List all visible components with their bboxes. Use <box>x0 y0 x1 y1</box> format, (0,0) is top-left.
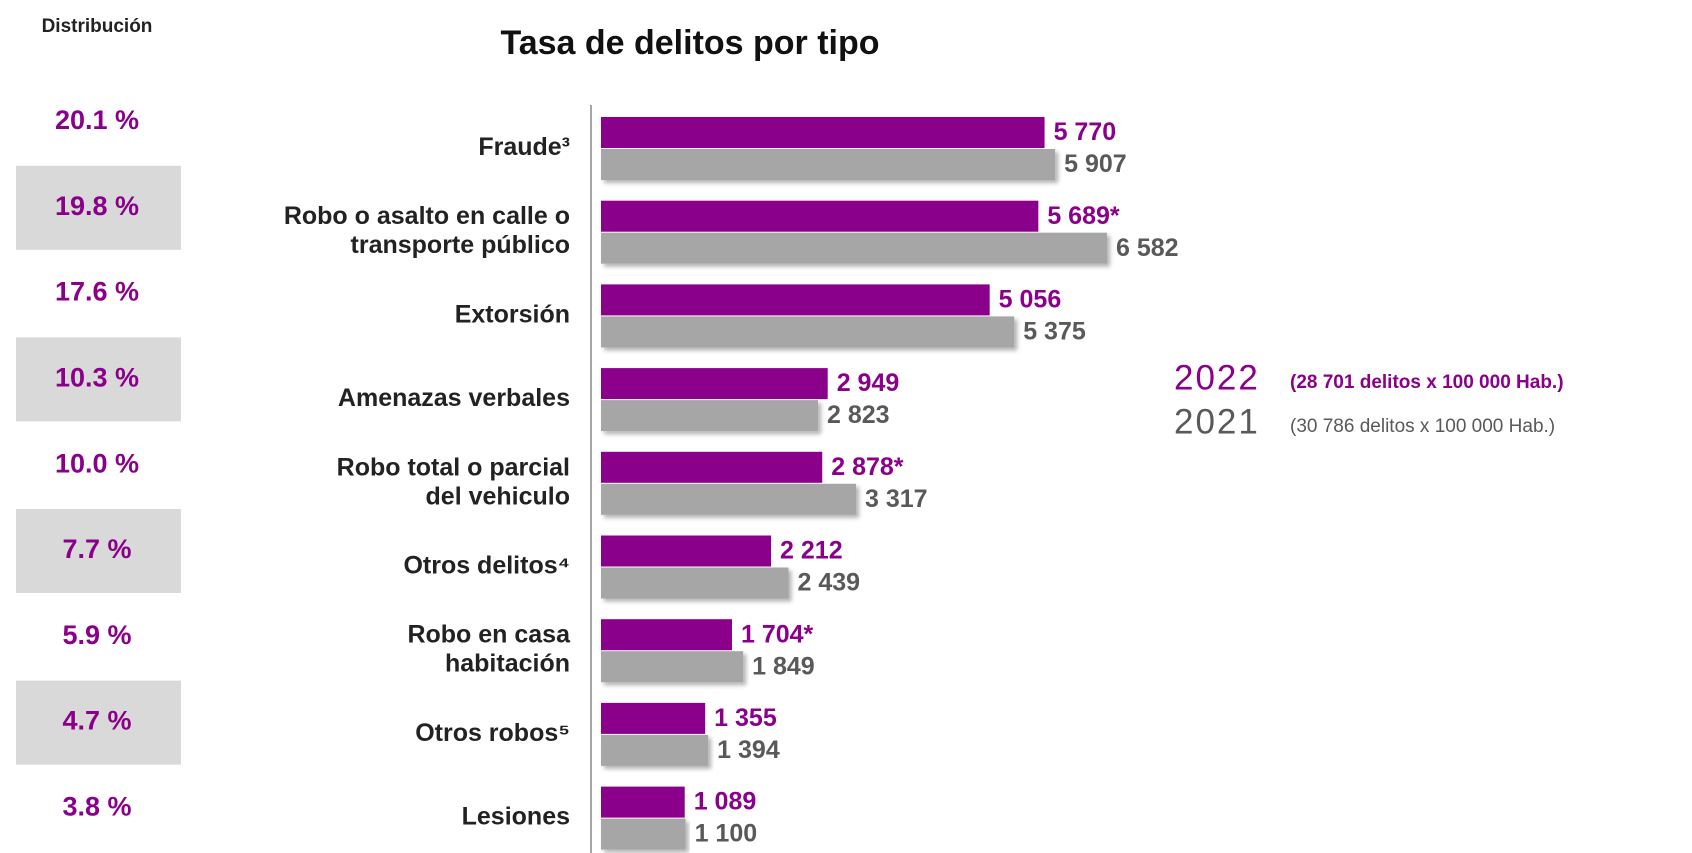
distribution-value: 10.0 % <box>55 448 139 478</box>
bar <box>601 734 709 766</box>
bar <box>601 786 685 818</box>
distribution-value: 17.6 % <box>55 277 139 307</box>
value-label: 2 212 <box>780 537 843 565</box>
value-label: 2 878* <box>831 453 904 481</box>
category-line: Robo total o parcial <box>337 453 570 481</box>
category-label: Fraude³ <box>478 133 570 161</box>
legend-note: (28 701 delitos x 100 000 Hab.) <box>1290 372 1564 393</box>
bar <box>601 702 706 734</box>
bar <box>601 284 990 316</box>
distribution-box <box>16 337 181 422</box>
bar <box>601 483 856 515</box>
bar <box>601 400 819 432</box>
category-line: Extorsión <box>455 300 570 328</box>
bar <box>601 567 789 599</box>
bar <box>601 316 1015 348</box>
value-label: 1 355 <box>714 704 777 732</box>
category-line: Otros delitos⁴ <box>403 551 570 579</box>
value-label: 3 317 <box>865 485 928 513</box>
chart-title: Tasa de delitos por tipo <box>500 24 879 62</box>
bar <box>601 651 744 683</box>
category-line: Fraude³ <box>478 133 570 161</box>
bar <box>601 200 1039 232</box>
distribution-title: Distribución <box>42 16 153 37</box>
category-line: Lesiones <box>462 802 570 830</box>
category-label: Otros delitos⁴ <box>403 551 570 579</box>
category-line: transporte público <box>351 231 570 259</box>
value-label: 1 704* <box>741 620 814 648</box>
category-line: habitación <box>445 649 570 677</box>
distribution-value: 7.7 % <box>62 534 131 564</box>
value-label: 5 907 <box>1064 150 1127 178</box>
category-line: Otros robos⁵ <box>415 719 570 747</box>
category-line: Amenazas verbales <box>338 384 570 412</box>
value-label: 2 439 <box>797 569 860 597</box>
category-label: Extorsión <box>455 300 570 328</box>
bar <box>601 149 1056 180</box>
value-label: 5 375 <box>1023 318 1086 346</box>
value-label: 1 849 <box>752 652 815 680</box>
bar <box>601 535 772 567</box>
distribution-box <box>16 680 181 765</box>
value-label: 6 582 <box>1116 234 1179 262</box>
distribution-box <box>16 509 181 593</box>
legend-name: 2021 <box>1174 402 1260 441</box>
bar <box>601 451 823 483</box>
value-label: 1 394 <box>717 736 780 764</box>
legend-note: (30 786 delitos x 100 000 Hab.) <box>1290 416 1555 437</box>
category-label: Robo en casa habitación <box>407 620 571 677</box>
legend-name: 2022 <box>1174 358 1260 397</box>
distribution-box <box>16 165 181 250</box>
bar <box>601 619 732 651</box>
category-label: Amenazas verbales <box>338 384 570 412</box>
value-label: 5 056 <box>999 286 1062 314</box>
bar <box>601 232 1107 264</box>
value-label: 5 770 <box>1054 118 1117 146</box>
distribution-value: 10.3 % <box>55 363 139 393</box>
category-label: Lesiones <box>462 802 570 830</box>
category-line: del vehiculo <box>426 482 570 510</box>
value-label: 1 089 <box>694 788 757 816</box>
category-label: Robo o asalto en calle o transporte públi… <box>284 202 570 259</box>
category-label: Otros robos⁵ <box>415 719 570 747</box>
bar <box>601 117 1045 148</box>
distribution-value: 4.7 % <box>62 706 131 736</box>
bar <box>601 368 828 400</box>
value-label: 5 689* <box>1047 202 1120 230</box>
distribution-value: 5.9 % <box>62 620 131 650</box>
category-label: Robo total o parcial del vehiculo <box>337 453 570 510</box>
value-label: 2 949 <box>837 369 900 397</box>
value-label: 1 100 <box>695 820 758 848</box>
category-line: Robo o asalto en calle o <box>284 202 570 230</box>
distribution-value: 19.8 % <box>55 191 139 221</box>
distribution-value: 20.1 % <box>55 105 139 135</box>
bar <box>601 818 686 850</box>
value-label: 2 823 <box>827 401 890 429</box>
category-line: Robo en casa <box>407 620 571 648</box>
distribution-value: 3.8 % <box>62 792 131 822</box>
